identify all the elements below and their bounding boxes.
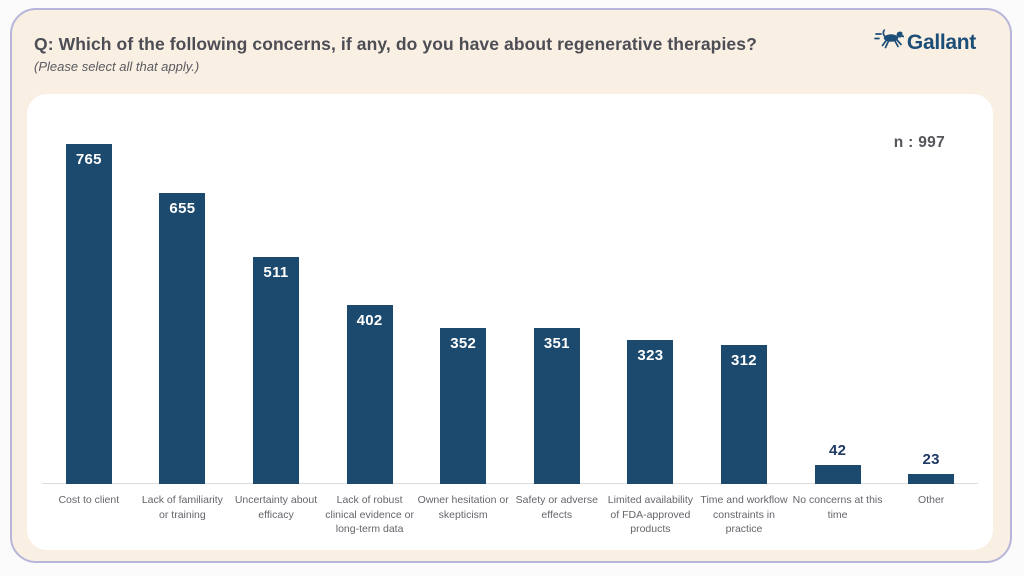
bar-column: 42 <box>791 442 885 484</box>
bar-value-label: 42 <box>828 442 847 459</box>
bar-value-label: 312 <box>731 352 757 369</box>
bar-column: 352 <box>416 328 510 484</box>
bar-value-label: 655 <box>169 200 196 217</box>
bar-column: 351 <box>510 328 604 484</box>
bar: 23 <box>908 451 955 484</box>
bar-chart: 765 655 511 402 352 351 323 312 42 23 <box>42 144 978 484</box>
bar-value-label: 511 <box>263 264 289 281</box>
bar-value-label: 765 <box>75 151 102 168</box>
question-header: Q: Which of the following concerns, if a… <box>34 34 800 74</box>
category-label: Lack of familiarity or training <box>141 494 223 521</box>
bar: 765 <box>65 144 112 484</box>
category-label: Owner hesitation or skepticism <box>417 494 509 521</box>
brand-name: Gallant <box>906 30 976 54</box>
bar-value-label: 402 <box>356 312 383 329</box>
bar: 352 <box>440 328 487 484</box>
bar-value-label: 351 <box>543 335 570 352</box>
running-dog-icon <box>874 28 905 57</box>
bar-column: 765 <box>42 144 136 484</box>
bar-column: 23 <box>884 451 978 484</box>
category-label: Limited availability of FDA-approved pro… <box>607 494 693 536</box>
chart-panel: n : 997 765 655 511 402 352 351 323 312 42 23 Cos… <box>27 94 993 550</box>
bar: 323 <box>627 340 674 484</box>
bar-column: 402 <box>323 305 417 484</box>
gallant-logo: Gallant <box>874 28 976 57</box>
category-label: Time and workflow constraints in practic… <box>700 494 788 536</box>
bar-column: 312 <box>697 345 791 484</box>
category-label: Safety or adverse effects <box>515 494 598 521</box>
question-subtitle: (Please select all that apply.) <box>34 59 200 74</box>
bar-column: 511 <box>229 257 323 484</box>
category-label: No concerns at this time <box>792 494 883 521</box>
category-label-row: Cost to client Lack of familiarity or tra… <box>42 493 978 537</box>
bar: 511 <box>252 257 299 484</box>
survey-card: Q: Which of the following concerns, if a… <box>10 8 1012 563</box>
sample-size-label: n : 997 <box>893 134 945 151</box>
category-label: Uncertainty about efficacy <box>234 494 318 521</box>
bar: 351 <box>533 328 580 484</box>
category-label: Other <box>918 494 945 506</box>
bar: 42 <box>814 442 861 484</box>
bar: 655 <box>159 193 206 484</box>
category-label: Lack of robust clinical evidence or long… <box>325 494 414 536</box>
bar: 312 <box>720 345 767 484</box>
category-label: Cost to client <box>58 494 120 506</box>
bar-column: 655 <box>136 193 230 484</box>
bar-column: 323 <box>604 340 698 484</box>
bar-value-label: 352 <box>450 335 477 352</box>
bar-value-label: 323 <box>637 347 664 364</box>
question-title: Q: Which of the following concerns, if a… <box>34 34 757 54</box>
bar: 402 <box>346 305 393 484</box>
bar-value-label: 23 <box>922 451 940 468</box>
